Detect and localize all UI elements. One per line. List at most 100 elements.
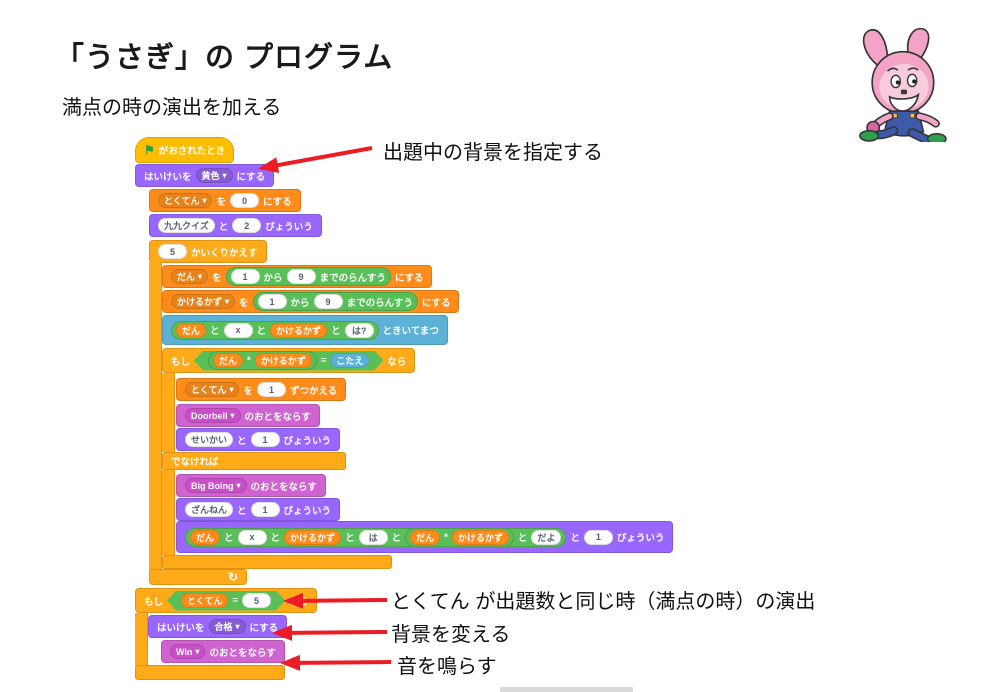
variable-reporter-oval: だん [190, 529, 221, 545]
scratch-block-if2-left-column [135, 613, 148, 666]
rabbit-ear-right [906, 27, 930, 61]
variable-reporter-oval: だん [410, 529, 441, 545]
answer-reporter-oval: こたえ [330, 353, 369, 368]
scratch-block-switch-backdrop-goukaku: はいけいを 合格 ▾ にする [148, 615, 288, 638]
scratch-block-if2-end-bar [135, 665, 285, 680]
dropdown-field: とくてん ▾ [185, 382, 240, 397]
block-label: と [237, 505, 247, 517]
scratch-block-else-bar: でなければ [162, 452, 346, 470]
scratch-block-set-tokuten-to-0: とくてん ▾ を 0 にする [149, 189, 301, 212]
red-arrow-1 [258, 146, 373, 174]
dropdown-value: 黄色 [201, 171, 220, 181]
block-label: と [218, 221, 229, 233]
value-oval: は? [344, 322, 374, 338]
variable-reporter-oval: かけるかず [284, 529, 342, 545]
scratch-block-if1-left-column-top [162, 373, 175, 452]
dropdown-value: とくてん [164, 196, 200, 206]
dropdown-field: 黄色 ▾ [195, 168, 233, 183]
dropdown-field: だん ▾ [171, 269, 209, 284]
page-title: 「うさぎ」の プログラム [55, 42, 394, 74]
variable-reporter-oval: かけるかず [255, 353, 312, 368]
rabbit-button-right [909, 112, 916, 119]
block-label: と [210, 326, 220, 337]
block-label: と [237, 435, 247, 447]
block-label: でなければ [171, 457, 219, 468]
rabbit-shoe-front [859, 129, 880, 142]
scratch-block-if-answer-is-correct: もし だん * かけるかず = こたえ なら [162, 348, 416, 373]
block-label: ときいてまつ [382, 326, 439, 337]
value-oval: 九九クイズ [158, 218, 215, 233]
scratch-block-repeat-5-times: 5 かいくりかえす [149, 240, 267, 263]
join-operator: だんと x とかけるかずとはとだん * かけるかずとだよ [185, 527, 567, 547]
block-label: と [345, 533, 355, 544]
join-operator: だん * かけるかず [405, 527, 514, 547]
dropdown-value: とくてん [191, 385, 227, 395]
value-oval: x [237, 529, 267, 545]
block-label: びょういう [283, 435, 332, 447]
join-operator: だん * かけるかず [208, 351, 317, 370]
scratch-block-switch-backdrop-yellow: はいけいを 黄色 ▾ にする [135, 164, 275, 187]
block-label: と [517, 533, 528, 544]
join-operator: だんと x とかけるかずとは? [171, 320, 379, 340]
boolean-condition: だん * かけるかず = こたえ [194, 351, 383, 371]
scratch-block-play-sound-big-boing: Big Boing ▾ のおとをならす [176, 474, 326, 497]
dropdown-field: かけるかず ▾ [171, 294, 236, 309]
value-oval: x [223, 322, 253, 338]
value-oval: 1 [583, 529, 613, 545]
rabbit-eye-left [890, 74, 902, 89]
block-label: から [263, 272, 283, 284]
block-label: と [391, 533, 402, 544]
rabbit-leg-front-fill [875, 127, 897, 138]
variable-reporter-oval: とくてん [181, 593, 228, 608]
dropdown-field: Big Boing ▾ [185, 478, 247, 493]
block-label: までのらんすう [346, 297, 413, 309]
scratch-block-change-tokuten-by-1: とくてん ▾ を 1 ずつかえる [176, 378, 347, 401]
value-oval: せいかい [185, 432, 234, 447]
value-oval: 1 [230, 269, 260, 284]
block-label: のおとをならす [244, 411, 311, 423]
scratch-block-set-kakerukazu-to-random-1-9: かけるかず ▾ を 1 から 9 までのらんすう にする [162, 290, 460, 313]
rabbit-eyebrow-left [886, 67, 899, 72]
block-label: ずつかえる [290, 385, 338, 397]
block-label: びょういう [265, 221, 313, 233]
value-oval: だよ [531, 529, 562, 545]
variable-reporter-oval: だん [176, 322, 207, 338]
annotation-text-2: とくてん が出題数と同じ時（満点の時）の演出 [391, 591, 816, 613]
value-oval: 1 [250, 432, 280, 447]
dropdown-caret-icon: ▾ [198, 271, 203, 281]
loop-arrow-icon: ↻ [227, 570, 238, 584]
block-label: はいけいを [157, 622, 205, 634]
rabbit-mouth [888, 92, 920, 112]
rabbit-mascot-illustration [859, 27, 947, 142]
join-operator: 1 から 9 までのらんすう [225, 267, 391, 286]
block-label: と [224, 533, 234, 544]
scratch-block-say-correct-answer-expression: だんと x とかけるかずとはとだん * かけるかずとだよと 1 びょういう [176, 521, 674, 553]
dropdown-field: とくてん ▾ [158, 193, 213, 208]
variable-reporter-oval: かけるかず [451, 529, 509, 545]
red-arrow-3 [272, 624, 388, 641]
scratch-block-say-seikai-1sec: せいかいと 1 びょういう [176, 428, 341, 451]
block-label: もし [171, 356, 191, 368]
annotation-text-1: 出題中の背景を指定する [383, 142, 603, 164]
dropdown-caret-icon: ▾ [229, 384, 234, 394]
scratch-block-play-sound-win: Win ▾ のおとをならす [161, 640, 285, 663]
rabbit-arm-right-fill [916, 113, 939, 127]
scratch-block-play-sound-doorbell: Doorbell ▾ のおとをならす [176, 404, 320, 427]
block-label: がおされたとき [158, 146, 226, 157]
block-label: を [216, 196, 226, 208]
block-label: までのらんすう [319, 272, 386, 284]
red-arrow-4 [280, 654, 392, 671]
value-oval: 5 [158, 244, 187, 259]
dropdown-value: かけるかず [177, 297, 223, 307]
value-oval: 9 [313, 294, 343, 309]
block-label: もし [144, 596, 164, 608]
page-subtitle: 満点の時の演出を加える [62, 97, 282, 119]
scratch-block-if1-end-bar [162, 555, 392, 569]
join-operator: 1 から 9 までのらんすう [252, 292, 418, 311]
block-label: びょういう [616, 533, 665, 544]
rabbit-eyebrow-right [907, 67, 919, 71]
dropdown-value: Big Boing [191, 480, 234, 491]
value-oval: 0 [230, 193, 259, 208]
dropdown-caret-icon: ▾ [195, 646, 200, 656]
scratch-block-if1-left-column-bottom [162, 470, 175, 555]
